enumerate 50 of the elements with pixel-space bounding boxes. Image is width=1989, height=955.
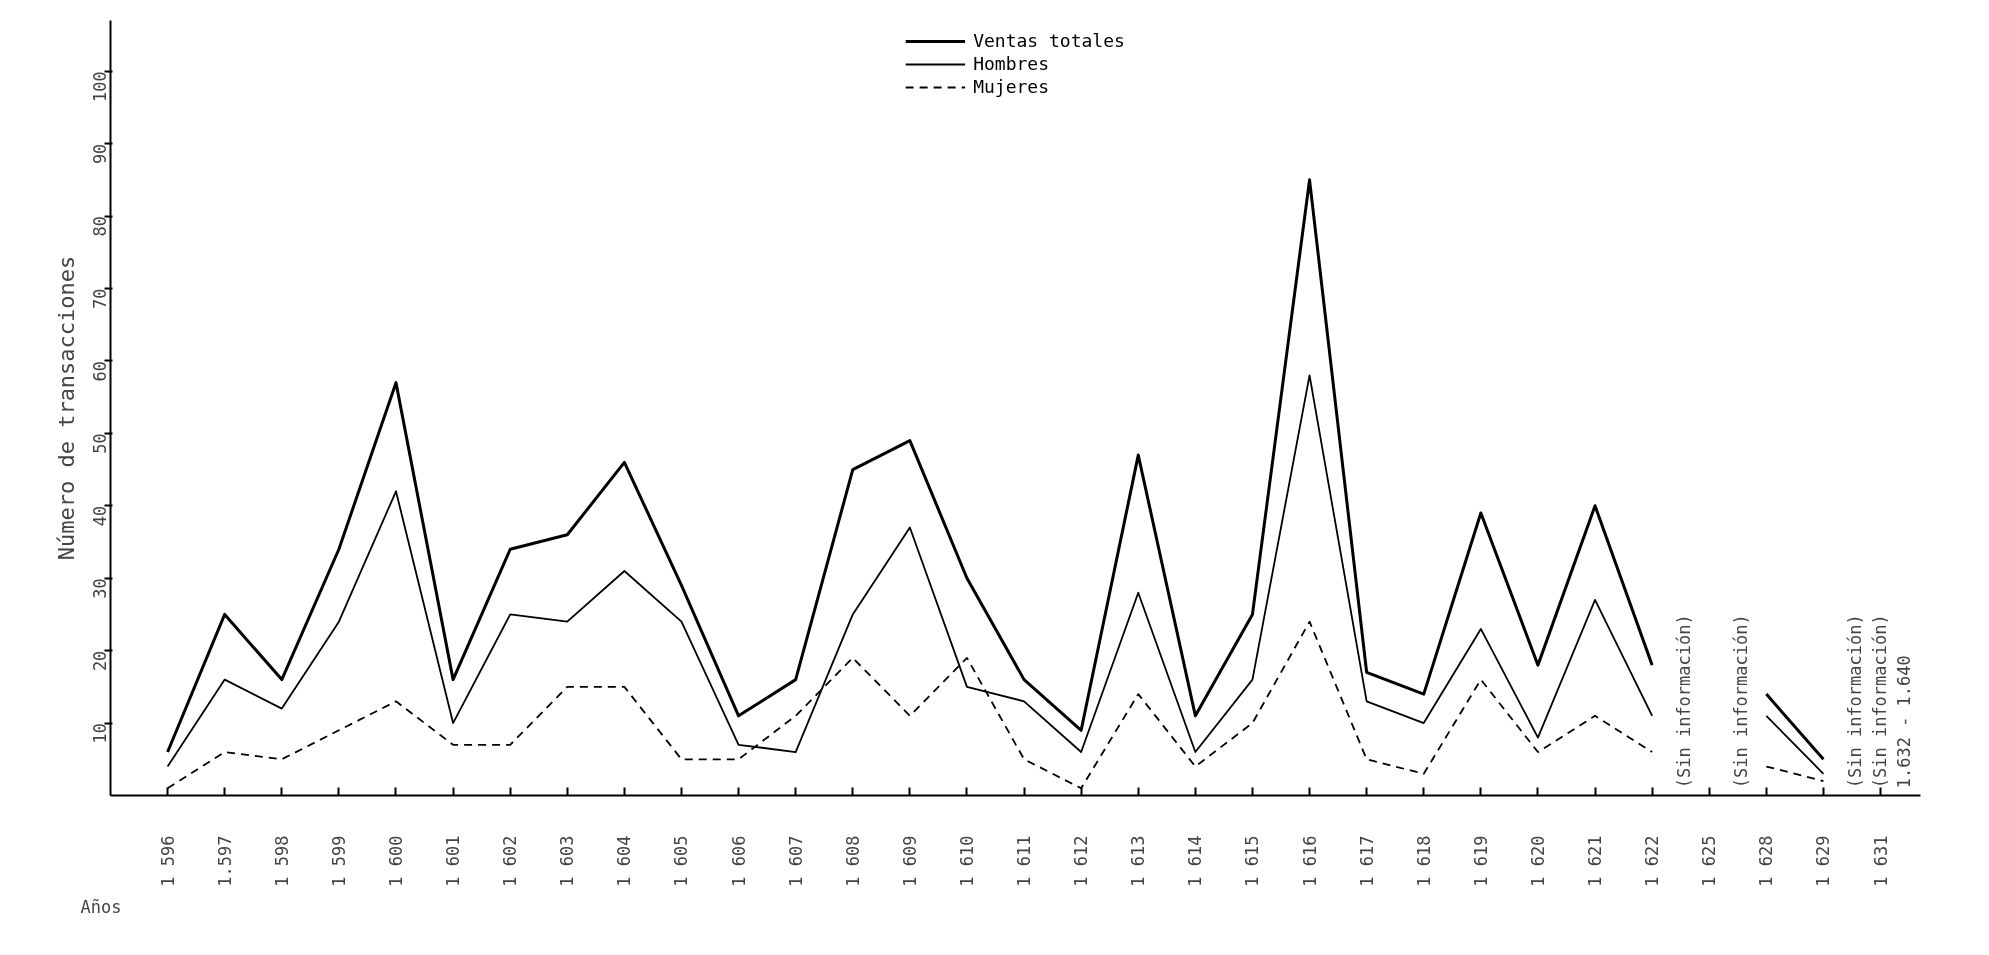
y-tick-label: 50 — [90, 433, 110, 454]
x-tick-label: 1 625 — [1699, 835, 1720, 887]
x-tick-label: 1 603 — [557, 835, 578, 887]
legend-label: Hombres — [973, 53, 1049, 74]
x-axis-title: Años — [80, 896, 122, 917]
x-tick-label: 1.597 — [214, 835, 235, 887]
x-tick-label: 1 631 — [1870, 835, 1891, 887]
y-tick-label: 30 — [90, 578, 110, 599]
x-tick-label: 1 599 — [328, 835, 349, 887]
y-tick-label: 80 — [90, 216, 110, 237]
x-tick-label: 1 616 — [1299, 835, 1320, 887]
x-tick-label: 1 605 — [671, 835, 692, 887]
y-tick-label: 10 — [90, 723, 110, 744]
legend-label: Ventas totales — [973, 30, 1125, 51]
x-tick-label: 1 614 — [1185, 835, 1206, 887]
x-tick-label: 1 621 — [1585, 835, 1606, 887]
y-tick-label: 20 — [90, 650, 110, 672]
x-tick-label: 1 609 — [899, 835, 920, 887]
x-tick-label: 1 622 — [1642, 835, 1663, 887]
annotation: (Sin información) 1.632 - 1.640 — [1869, 614, 1914, 789]
x-tick-label: 1 615 — [1242, 835, 1263, 887]
y-tick-label: 60 — [90, 360, 110, 382]
annotation: (Sin información) — [1730, 614, 1751, 789]
x-tick-label: 1 620 — [1527, 835, 1548, 887]
x-tick-label: 1 628 — [1756, 835, 1777, 887]
x-tick-label: 1 618 — [1413, 835, 1434, 887]
x-tick-label: 1 619 — [1470, 835, 1491, 887]
x-tick-label: 1 604 — [614, 835, 635, 887]
x-tick-label: 1 611 — [1014, 835, 1035, 887]
x-tick-label: 1 600 — [385, 835, 406, 887]
x-tick-label: 1 607 — [785, 835, 806, 887]
y-tick-label: 40 — [90, 505, 110, 527]
x-tick-label: 1 601 — [443, 835, 464, 887]
y-tick-label: 70 — [90, 288, 110, 309]
x-tick-label: 1 617 — [1356, 835, 1377, 887]
x-tick-label: 1 610 — [956, 835, 977, 887]
y-axis-title: Número de transacciones — [53, 255, 79, 561]
x-tick-label: 1 602 — [500, 835, 521, 887]
x-tick-label: 1 598 — [271, 835, 292, 887]
x-tick-label: 1 629 — [1813, 835, 1834, 887]
x-tick-label: 1 608 — [842, 835, 863, 887]
y-tick-label: 90 — [90, 143, 110, 165]
x-tick-label: 1 606 — [728, 835, 749, 887]
legend-label: Mujeres — [973, 76, 1049, 97]
annotation: (Sin información) — [1844, 614, 1865, 789]
x-tick-label: 1 596 — [157, 835, 178, 887]
y-tick-label: 100 — [90, 71, 110, 102]
annotation: (Sin información) — [1673, 614, 1694, 789]
x-tick-label: 1 613 — [1128, 835, 1149, 887]
x-tick-label: 1 612 — [1071, 835, 1092, 887]
